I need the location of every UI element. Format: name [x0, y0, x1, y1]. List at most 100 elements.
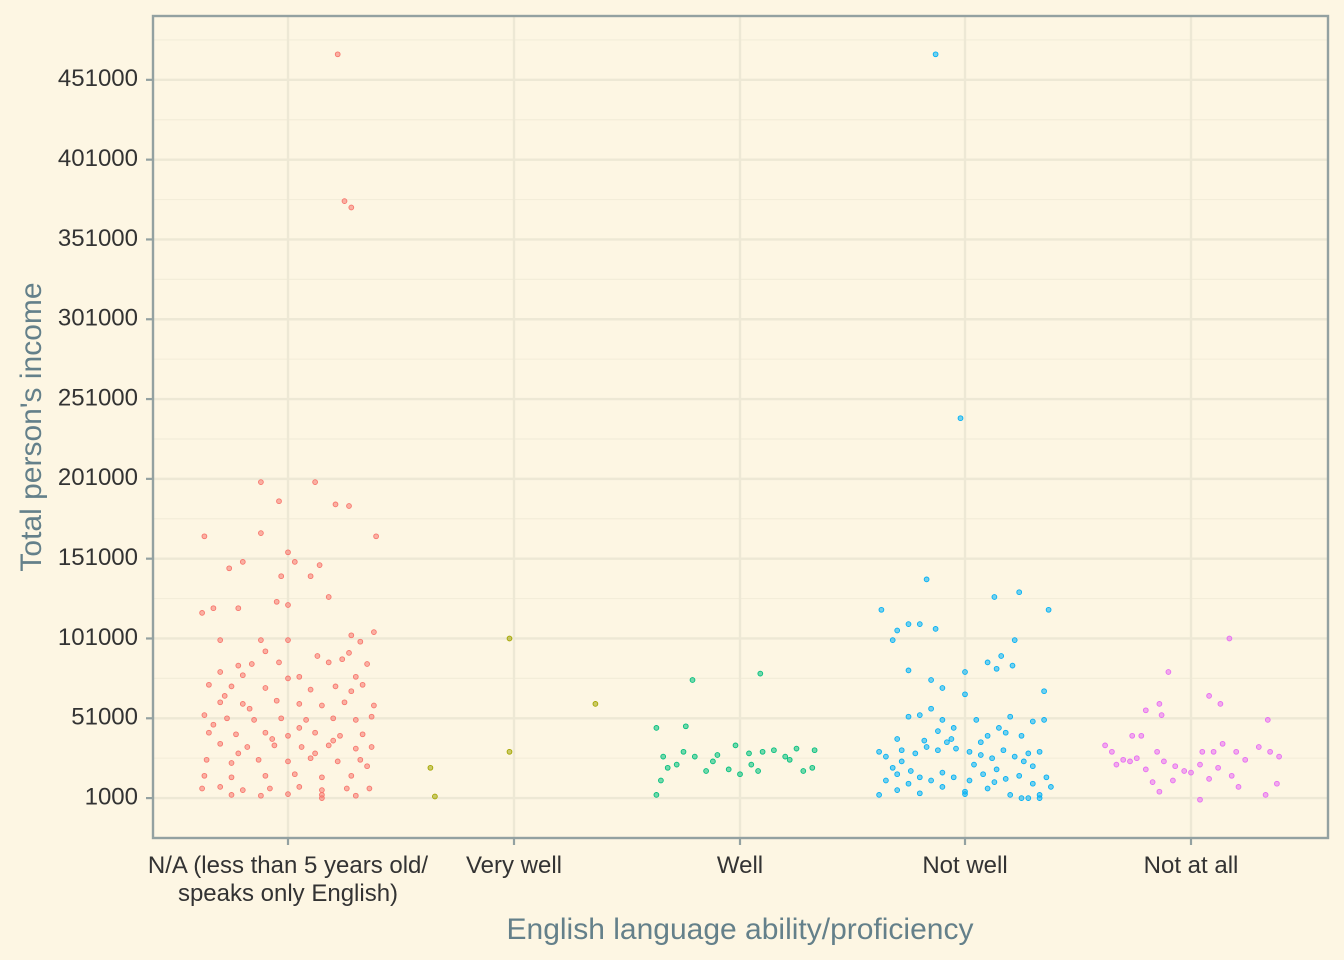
point-cat0-25 — [348, 632, 355, 639]
point-cat3-36 — [1029, 718, 1036, 725]
point-cat4-24 — [1233, 748, 1240, 755]
point-cat2-16 — [793, 745, 800, 752]
point-cat0-40 — [217, 669, 224, 675]
point-cat0-8 — [373, 533, 379, 540]
point-cat4-17 — [1161, 758, 1167, 765]
point-cat3-84 — [907, 768, 914, 774]
point-cat0-1 — [341, 198, 348, 204]
point-cat3-7 — [905, 621, 912, 627]
point-cat0-69 — [312, 729, 318, 736]
point-cat3-19 — [939, 685, 946, 691]
point-cat3-9 — [916, 621, 923, 627]
point-cat2-25 — [673, 761, 680, 768]
point-cat4-19 — [1181, 768, 1188, 774]
point-cat3-2 — [878, 606, 885, 613]
point-cat0-3 — [258, 479, 264, 485]
point-cat3-73 — [1018, 795, 1025, 801]
point-cat0-36 — [276, 659, 282, 666]
point-cat0-60 — [278, 715, 285, 722]
point-cat4-12 — [1120, 756, 1127, 763]
point-cat3-82 — [948, 736, 955, 742]
point-cat0-4 — [276, 498, 282, 505]
point-cat4-1 — [1165, 669, 1172, 675]
point-cat0-17 — [307, 573, 314, 580]
point-cat4-38 — [1262, 792, 1269, 798]
point-cat4-10 — [1102, 742, 1108, 749]
point-cat3-60 — [980, 771, 986, 778]
point-cat3-76 — [1048, 784, 1054, 790]
point-cat3-38 — [883, 753, 889, 760]
point-cat3-48 — [1000, 747, 1007, 754]
point-cat0-112 — [296, 725, 303, 731]
point-cat0-12 — [285, 549, 291, 556]
point-cat2-10 — [710, 758, 716, 765]
point-cat0-21 — [199, 610, 205, 616]
point-cat2-24 — [811, 747, 818, 754]
point-cat3-78 — [1002, 729, 1009, 736]
point-cat4-9 — [1138, 732, 1145, 739]
point-cat3-41 — [923, 744, 930, 750]
point-cat3-35 — [1018, 732, 1025, 739]
point-cat0-113 — [330, 737, 337, 744]
point-cat0-108 — [269, 736, 276, 742]
point-cat3-23 — [876, 748, 882, 755]
point-cat3-30 — [950, 725, 957, 731]
point-cat3-89 — [962, 791, 968, 797]
point-cat4-27 — [1267, 748, 1273, 755]
point-cat0-58 — [224, 715, 230, 722]
point-cat0-115 — [319, 795, 325, 801]
point-cat0-78 — [368, 744, 375, 750]
point-cat2-11 — [725, 766, 732, 773]
point-cat0-22 — [210, 605, 217, 612]
point-cat0-14 — [291, 559, 298, 565]
point-cat0-104 — [352, 792, 359, 799]
x-tick-label-0: N/A (less than 5 years old/speaks only E… — [148, 852, 428, 907]
point-cat3-86 — [1020, 758, 1027, 765]
point-cat2-17 — [809, 764, 816, 771]
point-cat3-68 — [916, 790, 923, 797]
point-cat0-102 — [285, 791, 291, 797]
point-cat0-54 — [319, 702, 325, 709]
point-cat0-111 — [221, 693, 228, 699]
point-cat1-2 — [427, 764, 434, 771]
point-cat3-66 — [876, 792, 882, 798]
point-cat0-73 — [244, 744, 251, 750]
point-cat3-10 — [932, 626, 939, 632]
point-cat0-41 — [239, 672, 246, 679]
point-cat4-20 — [1188, 769, 1194, 776]
point-cat0-7 — [346, 503, 352, 509]
point-cat0-0 — [334, 51, 341, 58]
point-cat4-33 — [1199, 748, 1206, 755]
point-cat0-80 — [228, 760, 235, 766]
point-cat0-55 — [341, 699, 348, 706]
point-cat3-61 — [991, 779, 998, 785]
point-cat0-34 — [339, 656, 346, 663]
point-cat3-27 — [916, 712, 923, 718]
point-cat0-13 — [239, 559, 246, 565]
point-cat0-90 — [319, 774, 325, 781]
point-cat3-1 — [957, 415, 964, 422]
point-cat0-45 — [228, 683, 235, 690]
point-cat0-94 — [239, 787, 246, 793]
point-cat3-11 — [889, 637, 896, 643]
point-cat3-42 — [935, 747, 941, 754]
point-cat0-74 — [271, 742, 278, 749]
point-cat0-67 — [262, 729, 269, 736]
y-tick-label-2: 101000 — [58, 624, 138, 651]
point-cat0-59 — [251, 717, 257, 723]
data-points — [199, 51, 1282, 803]
point-cat3-0 — [932, 51, 939, 58]
point-cat1-1 — [506, 748, 513, 755]
point-cat4-8 — [1129, 732, 1136, 739]
point-cat0-68 — [285, 732, 291, 739]
point-cat4-7 — [1264, 717, 1271, 723]
point-cat4-4 — [1142, 707, 1149, 714]
point-cat3-6 — [923, 576, 930, 583]
point-cat0-84 — [334, 758, 341, 765]
y-tick-label-6: 301000 — [58, 305, 138, 332]
point-cat0-89 — [291, 771, 298, 778]
point-cat4-3 — [1217, 701, 1224, 707]
point-cat0-23 — [235, 605, 242, 612]
point-cat0-109 — [312, 750, 318, 757]
point-cat0-57 — [201, 712, 208, 718]
